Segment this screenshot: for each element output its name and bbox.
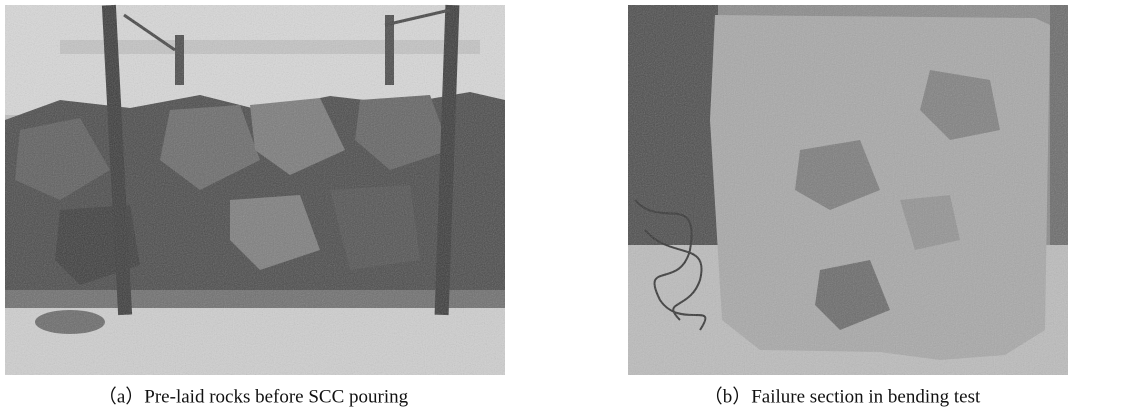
caption-b: （b）Failure section in bending test <box>704 385 981 407</box>
caption-a: （a）Pre-laid rocks before SCC pouring <box>98 385 409 407</box>
photo-b <box>628 5 1068 375</box>
photo-a <box>5 4 505 375</box>
